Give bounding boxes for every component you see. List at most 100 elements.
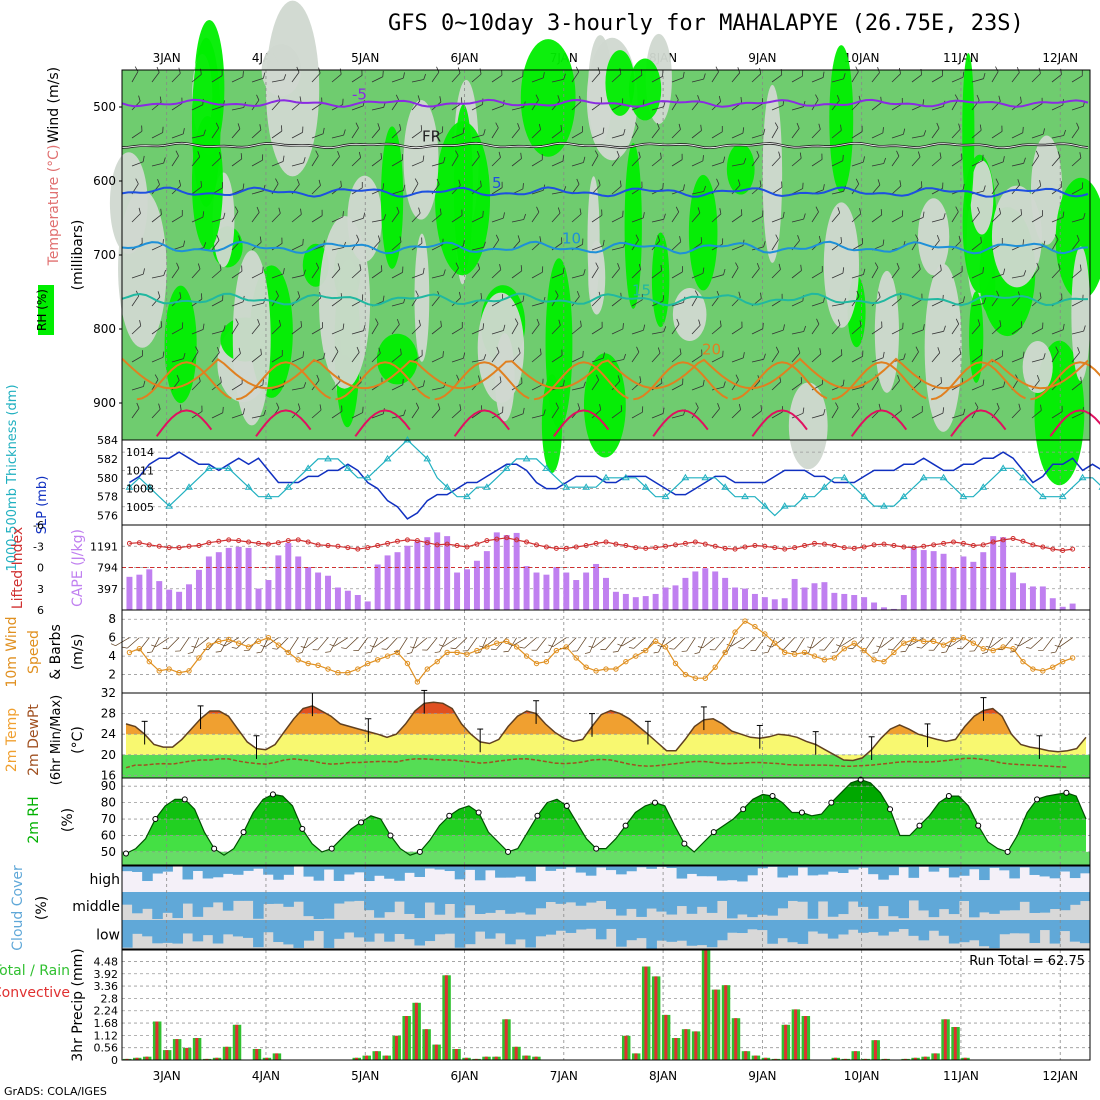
isotherm-25-segment bbox=[831, 361, 927, 401]
precip-convective-bar bbox=[454, 1049, 458, 1060]
wind-barb bbox=[791, 152, 802, 167]
rh-moist-patch bbox=[164, 285, 197, 404]
rh-band bbox=[126, 802, 1086, 820]
wind-barb-flag bbox=[595, 374, 600, 381]
wind-barb-flag bbox=[842, 267, 845, 274]
wind-barb-flag bbox=[977, 207, 980, 213]
wind-barb-staff bbox=[351, 269, 362, 279]
wind-barb bbox=[171, 322, 184, 335]
cape-bar bbox=[195, 569, 202, 610]
cloud-cover-bar bbox=[454, 920, 466, 948]
cape-bar bbox=[831, 592, 838, 610]
rh-tick-label: 70 bbox=[101, 812, 116, 826]
wind-barb-staff bbox=[771, 127, 779, 139]
surface-barb-staff bbox=[795, 637, 805, 652]
wind-barb bbox=[811, 265, 823, 279]
cape-bar bbox=[791, 578, 798, 610]
cloud-cover-bar bbox=[928, 892, 940, 918]
wind-barb-flag bbox=[623, 128, 626, 135]
lifted-index-point bbox=[613, 541, 619, 547]
wind-barb-staff bbox=[651, 413, 664, 419]
thickness-tick-label: 580 bbox=[97, 472, 118, 485]
wind-barb-flag bbox=[980, 349, 983, 355]
thickness-point bbox=[939, 473, 948, 481]
precip-convective-bar bbox=[494, 1056, 498, 1060]
lifted-index-point bbox=[821, 541, 827, 547]
wind-barb bbox=[551, 73, 566, 83]
cloud-cover-bar bbox=[464, 866, 476, 870]
wind-barb-flag bbox=[602, 352, 605, 359]
slp-tick-label: 1005 bbox=[126, 501, 154, 514]
surface-wind-barb bbox=[146, 637, 160, 654]
wind-barb bbox=[1011, 208, 1022, 223]
wind-barb-staff bbox=[351, 330, 364, 335]
wind-barb-staff bbox=[1011, 357, 1024, 363]
cape-bar bbox=[692, 571, 699, 610]
lifted-index-point bbox=[484, 538, 490, 544]
surface-wind-barb bbox=[1014, 637, 1034, 647]
wind-barb-staff bbox=[771, 239, 779, 251]
wind-barb-flag bbox=[276, 402, 280, 409]
cloud-cover-bar bbox=[626, 920, 637, 941]
precip-convective-bar bbox=[774, 1058, 778, 1060]
wind-barb bbox=[531, 318, 540, 335]
wind-barb-staff bbox=[291, 162, 304, 167]
cape-tick-label: 397 bbox=[97, 583, 118, 596]
wind-barb-flag bbox=[480, 180, 482, 187]
cloud-cover-bar bbox=[424, 920, 436, 942]
thickness-point bbox=[145, 483, 154, 490]
precip-convective-bar bbox=[764, 1057, 768, 1060]
thickness-point bbox=[304, 464, 313, 471]
cape-bar bbox=[464, 569, 470, 610]
wind-barb-flag bbox=[302, 351, 305, 358]
wind-barb-flag bbox=[303, 157, 306, 164]
precip-convective-bar bbox=[145, 1056, 149, 1060]
wind-barb-staff bbox=[731, 214, 743, 223]
surface-barb-staff bbox=[548, 637, 557, 653]
lifted-index-point bbox=[722, 545, 728, 551]
wind-barb bbox=[531, 409, 546, 419]
wind-barb-staff bbox=[971, 242, 982, 251]
precip-convective-bar bbox=[355, 1057, 359, 1060]
wind-speed-point bbox=[136, 646, 143, 652]
wind-barb-staff bbox=[271, 325, 281, 335]
wind-barb bbox=[271, 268, 285, 279]
wind-barb-flag bbox=[159, 96, 162, 103]
wind-barb bbox=[351, 264, 362, 279]
wind-barb-flag bbox=[676, 318, 680, 325]
wind-barb-flag bbox=[641, 181, 643, 188]
wind-barb bbox=[411, 207, 421, 223]
wind-barb-flag bbox=[362, 294, 364, 301]
wind-barb-staff bbox=[551, 355, 563, 363]
wind-barb-flag bbox=[859, 320, 862, 327]
wind-barb-flag bbox=[759, 68, 762, 74]
wind-barb-staff bbox=[1071, 157, 1082, 167]
cloud-cover-bar bbox=[565, 920, 577, 933]
wind-barb bbox=[611, 180, 622, 195]
wind-barb-flag bbox=[1054, 234, 1059, 240]
wind-barb-staff bbox=[411, 407, 420, 419]
wind-speed-point bbox=[861, 647, 867, 654]
cape-bar bbox=[235, 546, 242, 610]
wind-barb-staff bbox=[391, 190, 404, 195]
wind-barb-staff bbox=[551, 191, 564, 195]
rh-dry-patch bbox=[118, 189, 167, 348]
wind-barb-flag bbox=[955, 318, 960, 325]
wind-barb-staff bbox=[311, 297, 322, 307]
wind-barb-flag bbox=[139, 320, 142, 326]
wind-barb-staff bbox=[891, 380, 900, 391]
wind-barb-staff bbox=[491, 330, 504, 335]
wind-barb-flag bbox=[936, 122, 940, 129]
surface-wind-barb bbox=[1050, 637, 1064, 654]
wind-barb-staff bbox=[851, 325, 862, 335]
wind-barb bbox=[431, 351, 444, 363]
surface-wind-barb bbox=[393, 637, 408, 653]
surface-barb-staff bbox=[909, 637, 924, 646]
cape-bar bbox=[881, 607, 887, 610]
cape-bar bbox=[553, 567, 560, 610]
wind-barb-staff bbox=[311, 72, 321, 83]
wind-barb-staff bbox=[591, 379, 600, 391]
wind-barb-flag bbox=[300, 208, 302, 215]
cape-bar bbox=[811, 583, 818, 610]
wind-barb-staff bbox=[611, 298, 622, 307]
